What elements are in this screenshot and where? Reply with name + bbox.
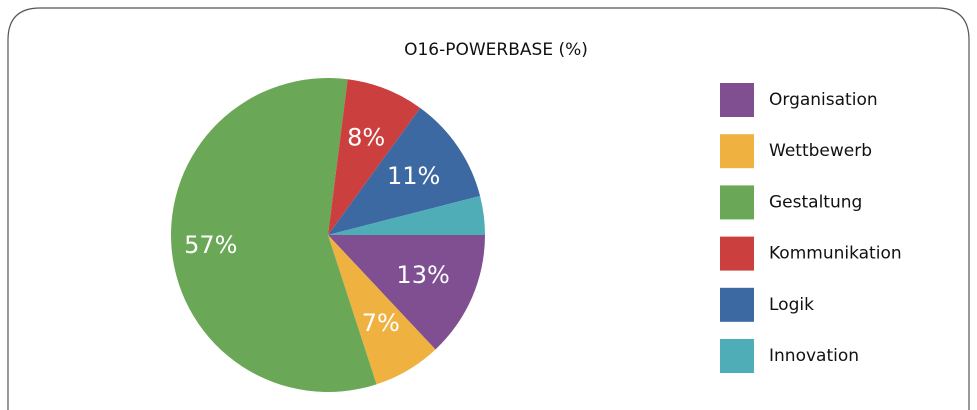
pie-slice <box>328 195 485 235</box>
legend-label: Organisation <box>769 90 878 110</box>
pie-slice <box>328 79 421 235</box>
slice-label: 7% <box>362 309 400 337</box>
legend-swatch <box>720 236 754 271</box>
slice-label: 57% <box>184 231 237 259</box>
legend-label: Kommunikation <box>769 244 902 264</box>
legend-swatch <box>720 287 754 322</box>
legend-swatch <box>720 185 754 220</box>
legend-swatch <box>720 134 754 169</box>
slice-label: 13% <box>396 261 449 289</box>
chart-title: O16-POWERBASE (%) <box>404 40 588 60</box>
legend-label: Innovation <box>769 346 859 366</box>
frame <box>7 7 970 410</box>
slice-label: 11% <box>387 162 440 190</box>
legend-label: Gestaltung <box>769 192 862 212</box>
legend-swatch <box>720 339 754 373</box>
legend-label: Logik <box>769 295 814 315</box>
pie-slice <box>328 107 481 235</box>
pie-slice <box>328 235 436 385</box>
legend-swatch <box>720 83 754 117</box>
pie-slice <box>328 235 486 350</box>
pie-slice <box>170 77 377 393</box>
slice-label: 8% <box>347 124 385 152</box>
legend-label: Wettbewerb <box>769 141 872 161</box>
